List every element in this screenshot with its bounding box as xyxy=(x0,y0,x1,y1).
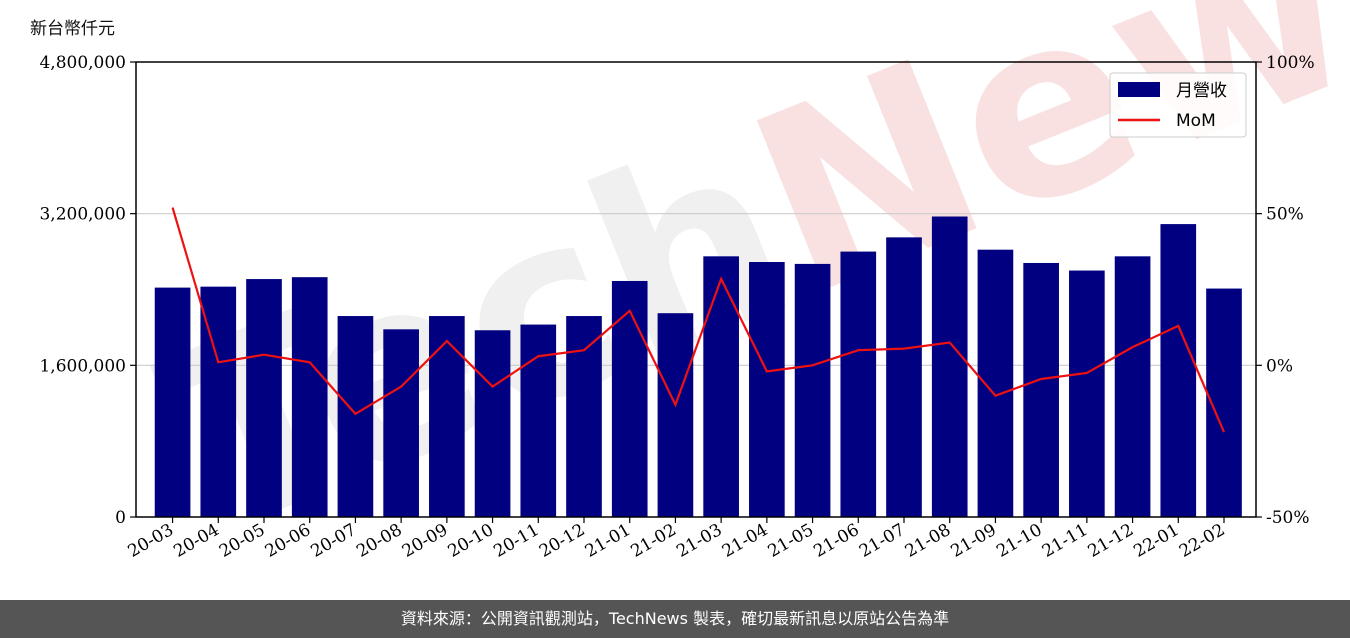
revenue-bar xyxy=(886,237,922,518)
x-tick-label: 21-02 xyxy=(627,520,679,562)
mom-line xyxy=(171,207,1226,433)
revenue-bar xyxy=(1023,262,1059,517)
revenue-bar xyxy=(1069,270,1105,517)
revenue-bar xyxy=(931,216,968,517)
revenue-chart: 0 1,600,000 3,200,000 4,800,000 -50% 0% 50% 100… xyxy=(39,53,1315,562)
legend-bar-swatch xyxy=(1118,82,1160,97)
x-tick-label: 21-10 xyxy=(993,520,1045,562)
revenue-bar xyxy=(429,316,465,517)
x-tick-label: 20-06 xyxy=(262,520,314,562)
x-tick-label: 20-04 xyxy=(170,520,222,562)
x-tick-label: 21-08 xyxy=(902,520,954,562)
plot-frame xyxy=(135,61,1257,518)
source-footer: 資料來源：公開資訊觀測站，TechNews 製表，確切最新訊息以原站公告為準 xyxy=(0,600,1350,638)
x-tick-label: 20-08 xyxy=(353,520,405,562)
x-tick-label: 21-05 xyxy=(765,520,817,562)
revenue-bar xyxy=(840,251,877,518)
x-tick-label: 21-07 xyxy=(856,520,908,562)
revenue-bar xyxy=(749,262,785,517)
left-tick-label: 4,800,000 xyxy=(39,53,126,73)
revenue-bar xyxy=(520,324,557,517)
y-axis-unit-label: 新台幣仟元 xyxy=(30,19,115,39)
x-tick-label: 21-03 xyxy=(673,520,725,562)
x-tick-label: 20-07 xyxy=(307,520,359,562)
right-tick-label: 50% xyxy=(1266,205,1304,225)
right-tick-label: 100% xyxy=(1266,53,1315,73)
left-tick-label: 3,200,000 xyxy=(39,205,126,225)
x-tick-label: 22-02 xyxy=(1176,520,1228,562)
x-tick-label: 21-04 xyxy=(719,520,771,562)
x-tick-label: 21-06 xyxy=(810,520,862,562)
x-tick-label: 21-09 xyxy=(947,520,999,562)
x-tick-label: 20-11 xyxy=(490,520,542,562)
x-tick-label: 21-11 xyxy=(1039,520,1091,562)
x-tick-label: 20-03 xyxy=(125,520,177,562)
left-tick-label: 0 xyxy=(115,508,126,528)
revenue-bar xyxy=(703,256,739,517)
revenue-bar xyxy=(977,249,1014,517)
x-tick-label: 20-10 xyxy=(445,520,497,562)
revenue-bar xyxy=(794,263,831,517)
right-tick-label: -50% xyxy=(1266,508,1310,528)
left-tick-label: 1,600,000 xyxy=(39,356,126,376)
x-tick-label: 21-12 xyxy=(1085,520,1137,562)
revenue-bar xyxy=(1160,224,1197,517)
revenue-bar xyxy=(154,287,191,517)
legend-label-revenue: 月營收 xyxy=(1176,81,1227,101)
revenue-bar xyxy=(657,313,694,517)
revenue-bar xyxy=(474,330,511,517)
revenue-bar xyxy=(1114,256,1151,517)
x-tick-label: 20-12 xyxy=(536,520,588,562)
revenue-bar xyxy=(291,277,328,517)
revenue-bar xyxy=(611,280,648,517)
x-tick-label: 20-05 xyxy=(216,520,268,562)
x-tick-label: 20-09 xyxy=(399,520,451,562)
x-tick-label: 21-01 xyxy=(582,520,634,562)
right-tick-label: 0% xyxy=(1266,356,1293,376)
revenue-bar xyxy=(337,316,374,517)
revenue-bar xyxy=(383,329,419,517)
revenue-bar xyxy=(566,316,602,517)
x-tick-label: 22-01 xyxy=(1130,520,1182,562)
legend-label-mom: MoM xyxy=(1176,111,1216,131)
revenue-bar xyxy=(246,279,282,517)
